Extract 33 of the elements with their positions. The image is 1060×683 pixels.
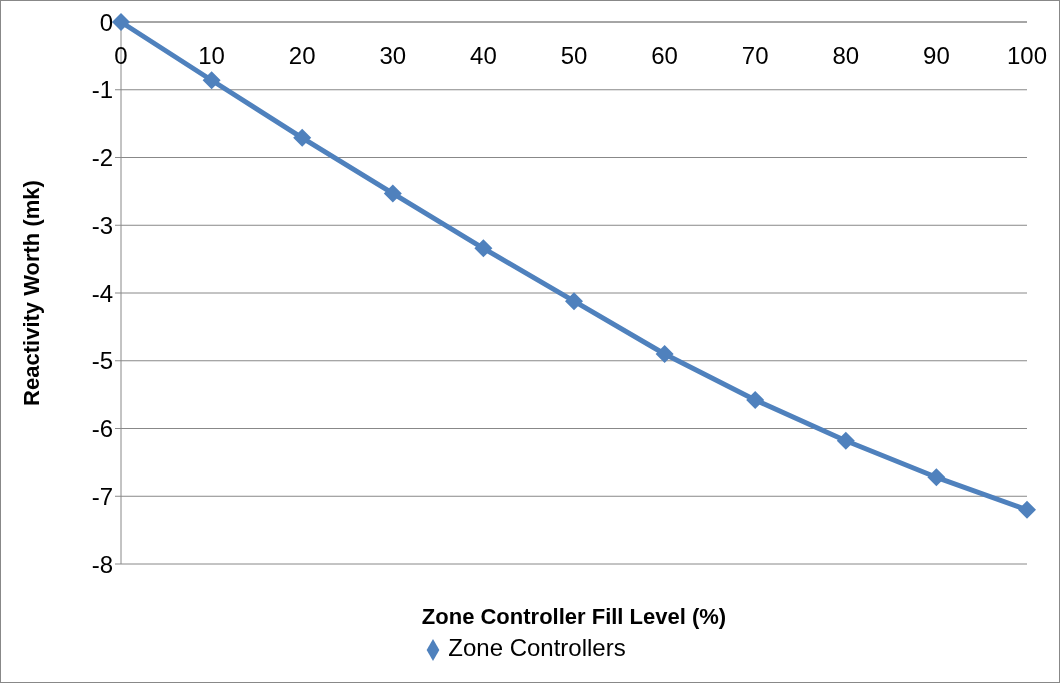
y-tick-label: -5 — [91, 347, 113, 375]
x-tick-label: 100 — [1006, 42, 1048, 69]
point — [746, 391, 765, 410]
point — [655, 344, 674, 363]
x-tick-label: 50 — [560, 42, 588, 69]
point — [474, 239, 493, 258]
y-tick-label: -1 — [91, 76, 113, 104]
x-tick-label: 30 — [379, 42, 407, 69]
y-tick-label: -4 — [91, 279, 113, 307]
x-tick-label: 20 — [288, 42, 316, 69]
x-axis-title: Zone Controller Fill Level (%) — [421, 604, 727, 629]
point — [565, 292, 583, 311]
point — [112, 13, 130, 31]
x-tick-label: 40 — [470, 42, 497, 69]
y-tick-label: 0 — [99, 8, 113, 36]
y-tick-label: -6 — [91, 415, 113, 443]
legend-label: Zone Controllers — [448, 634, 626, 661]
point — [1018, 500, 1036, 519]
x-tick-label: 10 — [198, 42, 225, 69]
y-tick-label: -3 — [91, 211, 113, 239]
point — [202, 71, 221, 90]
point — [383, 184, 402, 203]
x-tick-label: 90 — [923, 42, 950, 69]
x-tick-label: 60 — [651, 42, 678, 69]
x-tick-label: 80 — [832, 42, 860, 69]
point — [836, 431, 855, 450]
y-tick-label: -7 — [91, 482, 113, 510]
x-tick-label: 70 — [741, 42, 769, 69]
point — [293, 128, 312, 147]
y-tick-label: -8 — [91, 550, 113, 578]
point — [927, 468, 946, 487]
y-axis-title: Reactivity Worth (mk) — [18, 180, 44, 406]
y-tick-label: -2 — [91, 144, 113, 172]
